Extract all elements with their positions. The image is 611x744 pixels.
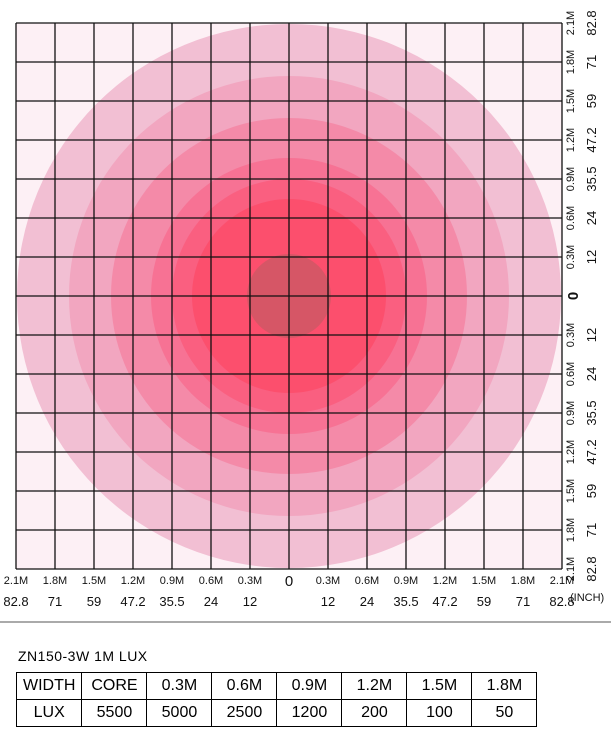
x-inch-label: 12: [321, 594, 335, 609]
x-zero-label: 0: [285, 573, 293, 590]
y-inch-label: 59: [584, 484, 599, 498]
x-meter-label: 0.9M: [394, 575, 418, 587]
y-inch-label: 24: [584, 211, 599, 225]
x-meter-label: 1.5M: [472, 575, 496, 587]
y-inch-label: 35.5: [584, 166, 599, 191]
x-meter-label: 2.1M: [4, 575, 28, 587]
x-inch-label: 12: [243, 594, 257, 609]
x-meter-label: 1.8M: [511, 575, 535, 587]
x-meter-label: 1.8M: [43, 575, 67, 587]
x-meter-label: 0.3M: [316, 575, 340, 587]
table-cell: 1.2M: [341, 672, 408, 700]
x-inch-label: 59: [87, 594, 101, 609]
unit-label: (INCH): [570, 592, 604, 604]
table-cell: 2500: [211, 699, 278, 727]
y-inch-label: 24: [584, 367, 599, 381]
x-inch-label: 82.8: [549, 594, 574, 609]
y-inch-label: 82.8: [584, 10, 599, 35]
table-cell: CORE: [81, 672, 148, 700]
y-inch-label: 47.2: [584, 127, 599, 152]
y-zero-label: 0: [565, 292, 582, 300]
y-inch-label: 59: [584, 94, 599, 108]
table-cell: 50: [471, 699, 538, 727]
x-meter-label: 0.3M: [238, 575, 262, 587]
y-meter-label: 1.8M: [565, 518, 577, 542]
y-meter-label: 1.2M: [565, 440, 577, 464]
y-meter-label: 0.3M: [565, 245, 577, 269]
table-cell: 5500: [81, 699, 148, 727]
table-cell: 0.3M: [146, 672, 213, 700]
x-meter-label: 0.6M: [355, 575, 379, 587]
beam-diagram: 2.1M 82.8 2.1M 82.8 2.1M 82.8 2.1M 82.8 1.8M 71 1.…: [0, 10, 611, 623]
table-cell: 5000: [146, 699, 213, 727]
y-meter-label: 0.9M: [565, 167, 577, 191]
table-cell: LUX: [15, 699, 83, 727]
x-inch-label: 59: [477, 594, 491, 609]
y-meter-label: 2.1M: [565, 557, 577, 581]
y-meter-label: 1.8M: [565, 50, 577, 74]
table-row: LUX 5500 5000 2500 1200 200 100 50: [15, 699, 538, 727]
y-meter-label: 1.5M: [565, 89, 577, 113]
y-inch-label: 71: [584, 55, 599, 69]
table-cell: 1200: [276, 699, 343, 727]
x-meter-label: 1.2M: [121, 575, 145, 587]
x-inch-label: 71: [48, 594, 62, 609]
y-meter-label: 0.6M: [565, 362, 577, 386]
x-inch-label: 35.5: [393, 594, 418, 609]
x-meter-label: 1.2M: [433, 575, 457, 587]
y-inch-label: 12: [584, 250, 599, 264]
y-meter-label: 1.2M: [565, 128, 577, 152]
y-inch-label: 35.5: [584, 400, 599, 425]
table-cell: 0.6M: [211, 672, 278, 700]
x-inch-label: 47.2: [432, 594, 457, 609]
x-inch-label: 71: [516, 594, 530, 609]
grid: [15, 22, 563, 570]
table-cell: 100: [406, 699, 473, 727]
y-meter-label: 0.3M: [565, 323, 577, 347]
x-inch-label: 35.5: [159, 594, 184, 609]
x-inch-label: 24: [204, 594, 218, 609]
y-meter-label: 1.5M: [565, 479, 577, 503]
table-cell: 200: [341, 699, 408, 727]
y-inch-label: 82.8: [584, 556, 599, 581]
lux-table: WIDTH CORE 0.3M 0.6M 0.9M 1.2M 1.5M 1.8M LUX 5500…: [15, 672, 538, 727]
table-cell: 0.9M: [276, 672, 343, 700]
x-inch-label: 47.2: [120, 594, 145, 609]
table-cell: 1.5M: [406, 672, 473, 700]
y-meter-label: 2.1M: [565, 11, 577, 35]
x-meter-label: 2.1M: [550, 575, 574, 587]
x-meter-label: 0.9M: [160, 575, 184, 587]
model-title: ZN150-3W 1M LUX: [18, 648, 148, 664]
y-meter-label: 0.6M: [565, 206, 577, 230]
table-row: WIDTH CORE 0.3M 0.6M 0.9M 1.2M 1.5M 1.8M: [15, 672, 538, 700]
y-inch-label: 71: [584, 523, 599, 537]
y-inch-label: 12: [584, 328, 599, 342]
table-cell: 1.8M: [471, 672, 538, 700]
x-inch-label: 24: [360, 594, 374, 609]
table-cell: WIDTH: [15, 672, 83, 700]
y-inch-label: 47.2: [584, 439, 599, 464]
y-meter-label: 0.9M: [565, 401, 577, 425]
x-inch-label: 82.8: [3, 594, 28, 609]
x-meter-label: 0.6M: [199, 575, 223, 587]
x-meter-label: 1.5M: [82, 575, 106, 587]
